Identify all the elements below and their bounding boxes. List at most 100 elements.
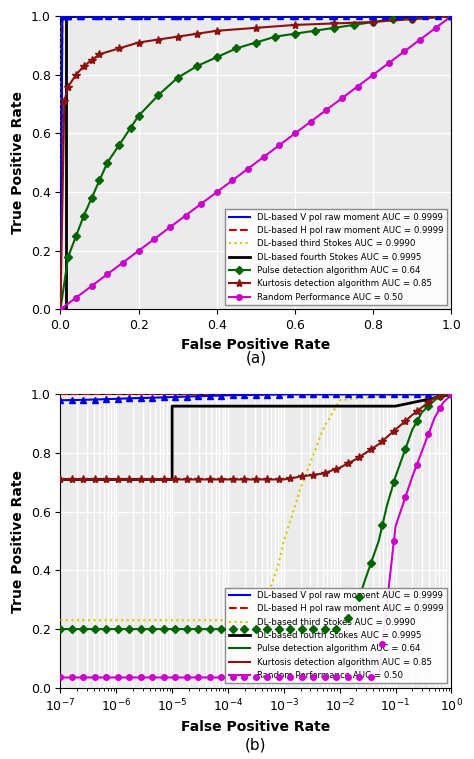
DL-based fourth Stokes AUC = 0.9995 (57, 475, 63, 484)
DL-based V pol raw moment AUC = 0.9999 (392, 390, 398, 399)
DL-based H pol raw moment AUC = 0.9999 (57, 390, 63, 399)
DL-based H pol raw moment AUC = 0.9999 (136, 11, 141, 20)
Line: DL-based V pol raw moment AUC = 0.9999: DL-based V pol raw moment AUC = 0.9999 (60, 16, 451, 310)
Kurtosis detection algorithm AUC = 0.85 (57, 475, 63, 484)
Kurtosis detection algorithm AUC = 0.85 (169, 475, 175, 484)
Pulse detection algorithm AUC = 0.64 (337, 625, 343, 634)
DL-based third Stokes AUC = 0.9990 (320, 425, 326, 434)
Kurtosis detection algorithm AUC = 0.85 (432, 393, 438, 402)
Random Performance AUC = 0.50 (245, 164, 251, 173)
Pulse detection algorithm AUC = 0.64 (410, 14, 415, 24)
Line: Pulse detection algorithm AUC = 0.64: Pulse detection algorithm AUC = 0.64 (60, 395, 451, 629)
Pulse detection algorithm AUC = 0.64 (312, 27, 318, 36)
Legend: DL-based V pol raw moment AUC = 0.9999, DL-based H pol raw moment AUC = 0.9999, : DL-based V pol raw moment AUC = 0.9999, … (225, 587, 447, 683)
Pulse detection algorithm AUC = 0.64 (128, 123, 134, 132)
DL-based fourth Stokes AUC = 0.9995 (448, 11, 454, 20)
DL-based V pol raw moment AUC = 0.9999 (130, 394, 136, 403)
Kurtosis detection algorithm AUC = 0.85 (320, 469, 326, 478)
Kurtosis detection algorithm AUC = 0.85 (81, 61, 87, 71)
Random Performance AUC = 0.50 (198, 200, 204, 209)
DL-based fourth Stokes AUC = 0.9995 (57, 305, 63, 314)
DL-based V pol raw moment AUC = 0.9999 (320, 390, 326, 399)
DL-based third Stokes AUC = 0.9990 (97, 11, 102, 20)
DL-based V pol raw moment AUC = 0.9999 (153, 393, 158, 402)
Kurtosis detection algorithm AUC = 0.85 (253, 24, 259, 33)
Pulse detection algorithm AUC = 0.64 (281, 625, 287, 634)
Line: DL-based third Stokes AUC = 0.9990: DL-based third Stokes AUC = 0.9990 (60, 16, 451, 310)
Random Performance AUC = 0.50 (337, 673, 343, 682)
Kurtosis detection algorithm AUC = 0.85 (65, 82, 71, 91)
Random Performance AUC = 0.50 (281, 673, 287, 682)
Text: (b): (b) (245, 738, 267, 753)
DL-based V pol raw moment AUC = 0.9999 (225, 391, 231, 400)
Pulse detection algorithm AUC = 0.64 (364, 572, 369, 581)
DL-based third Stokes AUC = 0.9990 (169, 616, 175, 625)
DL-based H pol raw moment AUC = 0.9999 (281, 390, 287, 399)
Random Performance AUC = 0.50 (120, 258, 126, 267)
DL-based V pol raw moment AUC = 0.9999 (97, 11, 102, 20)
Pulse detection algorithm AUC = 0.64 (225, 625, 231, 634)
Pulse detection algorithm AUC = 0.64 (57, 305, 63, 314)
DL-based H pol raw moment AUC = 0.9999 (448, 11, 454, 20)
Pulse detection algorithm AUC = 0.64 (351, 20, 356, 30)
Random Performance AUC = 0.50 (440, 398, 446, 408)
DL-based V pol raw moment AUC = 0.9999 (292, 11, 298, 20)
Random Performance AUC = 0.50 (113, 673, 119, 682)
Kurtosis detection algorithm AUC = 0.85 (62, 96, 67, 106)
Line: Kurtosis detection algorithm AUC = 0.85: Kurtosis detection algorithm AUC = 0.85 (60, 395, 451, 480)
Random Performance AUC = 0.50 (136, 246, 141, 255)
DL-based V pol raw moment AUC = 0.9999 (214, 11, 219, 20)
DL-based fourth Stokes AUC = 0.9995 (169, 402, 175, 411)
DL-based third Stokes AUC = 0.9990 (448, 11, 454, 20)
Line: Pulse detection algorithm AUC = 0.64: Pulse detection algorithm AUC = 0.64 (58, 14, 454, 312)
Kurtosis detection algorithm AUC = 0.85 (354, 455, 359, 464)
Kurtosis detection algorithm AUC = 0.85 (175, 32, 181, 41)
Pulse detection algorithm AUC = 0.64 (89, 194, 94, 203)
DL-based fourth Stokes AUC = 0.9995 (281, 402, 287, 411)
Line: Random Performance AUC = 0.50: Random Performance AUC = 0.50 (60, 395, 451, 678)
X-axis label: False Positive Rate: False Positive Rate (181, 338, 330, 351)
Pulse detection algorithm AUC = 0.64 (419, 408, 425, 417)
Pulse detection algorithm AUC = 0.64 (370, 17, 376, 27)
Pulse detection algorithm AUC = 0.64 (331, 24, 337, 33)
Pulse detection algorithm AUC = 0.64 (194, 61, 200, 71)
Kurtosis detection algorithm AUC = 0.85 (89, 55, 94, 65)
DL-based V pol raw moment AUC = 0.9999 (298, 390, 303, 399)
DL-based H pol raw moment AUC = 0.9999 (448, 390, 454, 399)
DL-based third Stokes AUC = 0.9990 (275, 560, 281, 569)
DL-based H pol raw moment AUC = 0.9999 (370, 11, 376, 20)
Pulse detection algorithm AUC = 0.64 (390, 14, 396, 24)
DL-based V pol raw moment AUC = 0.9999 (57, 305, 63, 314)
Pulse detection algorithm AUC = 0.64 (440, 390, 446, 399)
Kurtosis detection algorithm AUC = 0.85 (225, 475, 231, 484)
Kurtosis detection algorithm AUC = 0.85 (448, 390, 454, 399)
Random Performance AUC = 0.50 (308, 117, 313, 126)
DL-based third Stokes AUC = 0.9990 (208, 616, 214, 625)
Kurtosis detection algorithm AUC = 0.85 (337, 463, 343, 472)
Random Performance AUC = 0.50 (151, 235, 157, 244)
DL-based third Stokes AUC = 0.9990 (392, 390, 398, 399)
Kurtosis detection algorithm AUC = 0.85 (392, 425, 398, 434)
DL-based fourth Stokes AUC = 0.9995 (370, 11, 376, 20)
DL-based third Stokes AUC = 0.9990 (253, 11, 259, 20)
DL-based H pol raw moment AUC = 0.9999 (337, 390, 343, 399)
Kurtosis detection algorithm AUC = 0.85 (281, 475, 287, 484)
Random Performance AUC = 0.50 (370, 71, 376, 80)
DL-based third Stokes AUC = 0.9990 (269, 581, 274, 590)
Pulse detection algorithm AUC = 0.64 (292, 29, 298, 38)
Line: DL-based fourth Stokes AUC = 0.9995: DL-based fourth Stokes AUC = 0.9995 (60, 16, 451, 310)
Kurtosis detection algorithm AUC = 0.85 (370, 17, 376, 27)
Random Performance AUC = 0.50 (323, 106, 329, 115)
Random Performance AUC = 0.50 (276, 140, 282, 150)
DL-based third Stokes AUC = 0.9990 (113, 616, 119, 625)
Kurtosis detection algorithm AUC = 0.85 (410, 14, 415, 24)
Pulse detection algorithm AUC = 0.64 (273, 32, 278, 41)
Pulse detection algorithm AUC = 0.64 (73, 231, 79, 241)
Random Performance AUC = 0.50 (225, 673, 231, 682)
Kurtosis detection algorithm AUC = 0.85 (113, 475, 119, 484)
DL-based third Stokes AUC = 0.9990 (62, 11, 67, 20)
DL-based third Stokes AUC = 0.9990 (136, 11, 141, 20)
DL-based third Stokes AUC = 0.9990 (337, 395, 343, 405)
DL-based V pol raw moment AUC = 0.9999 (448, 11, 454, 20)
Pulse detection algorithm AUC = 0.64 (448, 390, 454, 399)
